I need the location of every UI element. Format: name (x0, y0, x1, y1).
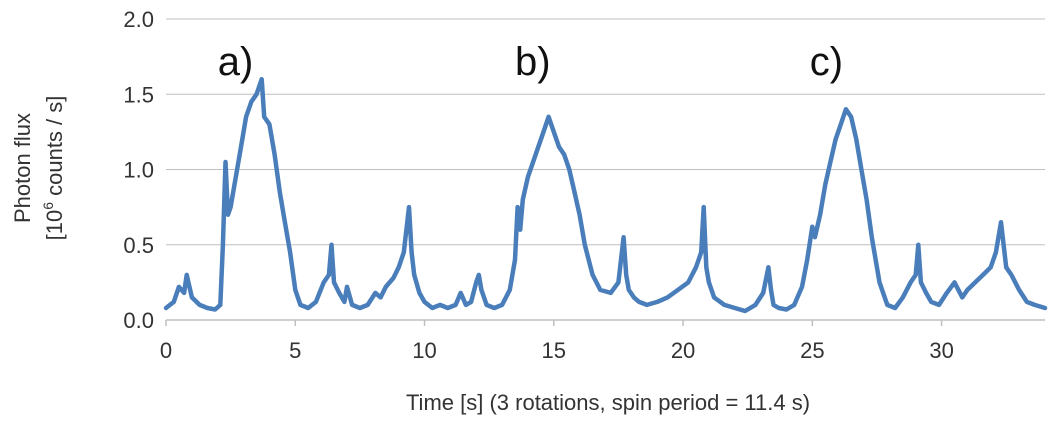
y-tick-label: 0.5 (123, 233, 154, 258)
y-tick-labels: 0.0 0.5 1.0 1.5 2.0 (123, 7, 154, 333)
photon-flux-series-line (163, 76, 1048, 314)
gridlines (166, 18, 1045, 246)
y-axis-label-line2: [106 counts / s] (40, 96, 67, 241)
panel-label: a) (218, 40, 254, 84)
x-axis-label: Time [s] (3 rotations, spin period = 11.… (406, 390, 810, 415)
y-axis-label-prefix: [10 (42, 210, 67, 241)
x-tick-label: 15 (542, 338, 566, 363)
x-tick-label: 25 (800, 338, 824, 363)
y-tick-label: 2.0 (123, 7, 154, 32)
x-tick-label: 10 (412, 338, 436, 363)
y-axis-label-suffix: counts / s] (42, 96, 67, 202)
panel-labels: a) b) c) (218, 40, 843, 84)
y-tick-label: 1.0 (123, 158, 154, 183)
x-tick-label: 20 (671, 338, 695, 363)
x-tick-labels: 0 5 10 15 20 25 30 (160, 320, 954, 363)
x-tick-label: 30 (929, 338, 953, 363)
panel-label: b) (515, 40, 551, 84)
panel-label: c) (810, 40, 843, 84)
y-axis-label: Photon flux [106 counts / s] (10, 96, 67, 241)
x-tick-label: 0 (160, 338, 172, 363)
x-tick-label: 5 (289, 338, 301, 363)
y-tick-label: 1.5 (123, 82, 154, 107)
y-tick-label: 0.0 (123, 308, 154, 333)
y-axis-label-superscript: 6 (40, 202, 56, 210)
y-axis-label-line1: Photon flux (10, 113, 35, 223)
